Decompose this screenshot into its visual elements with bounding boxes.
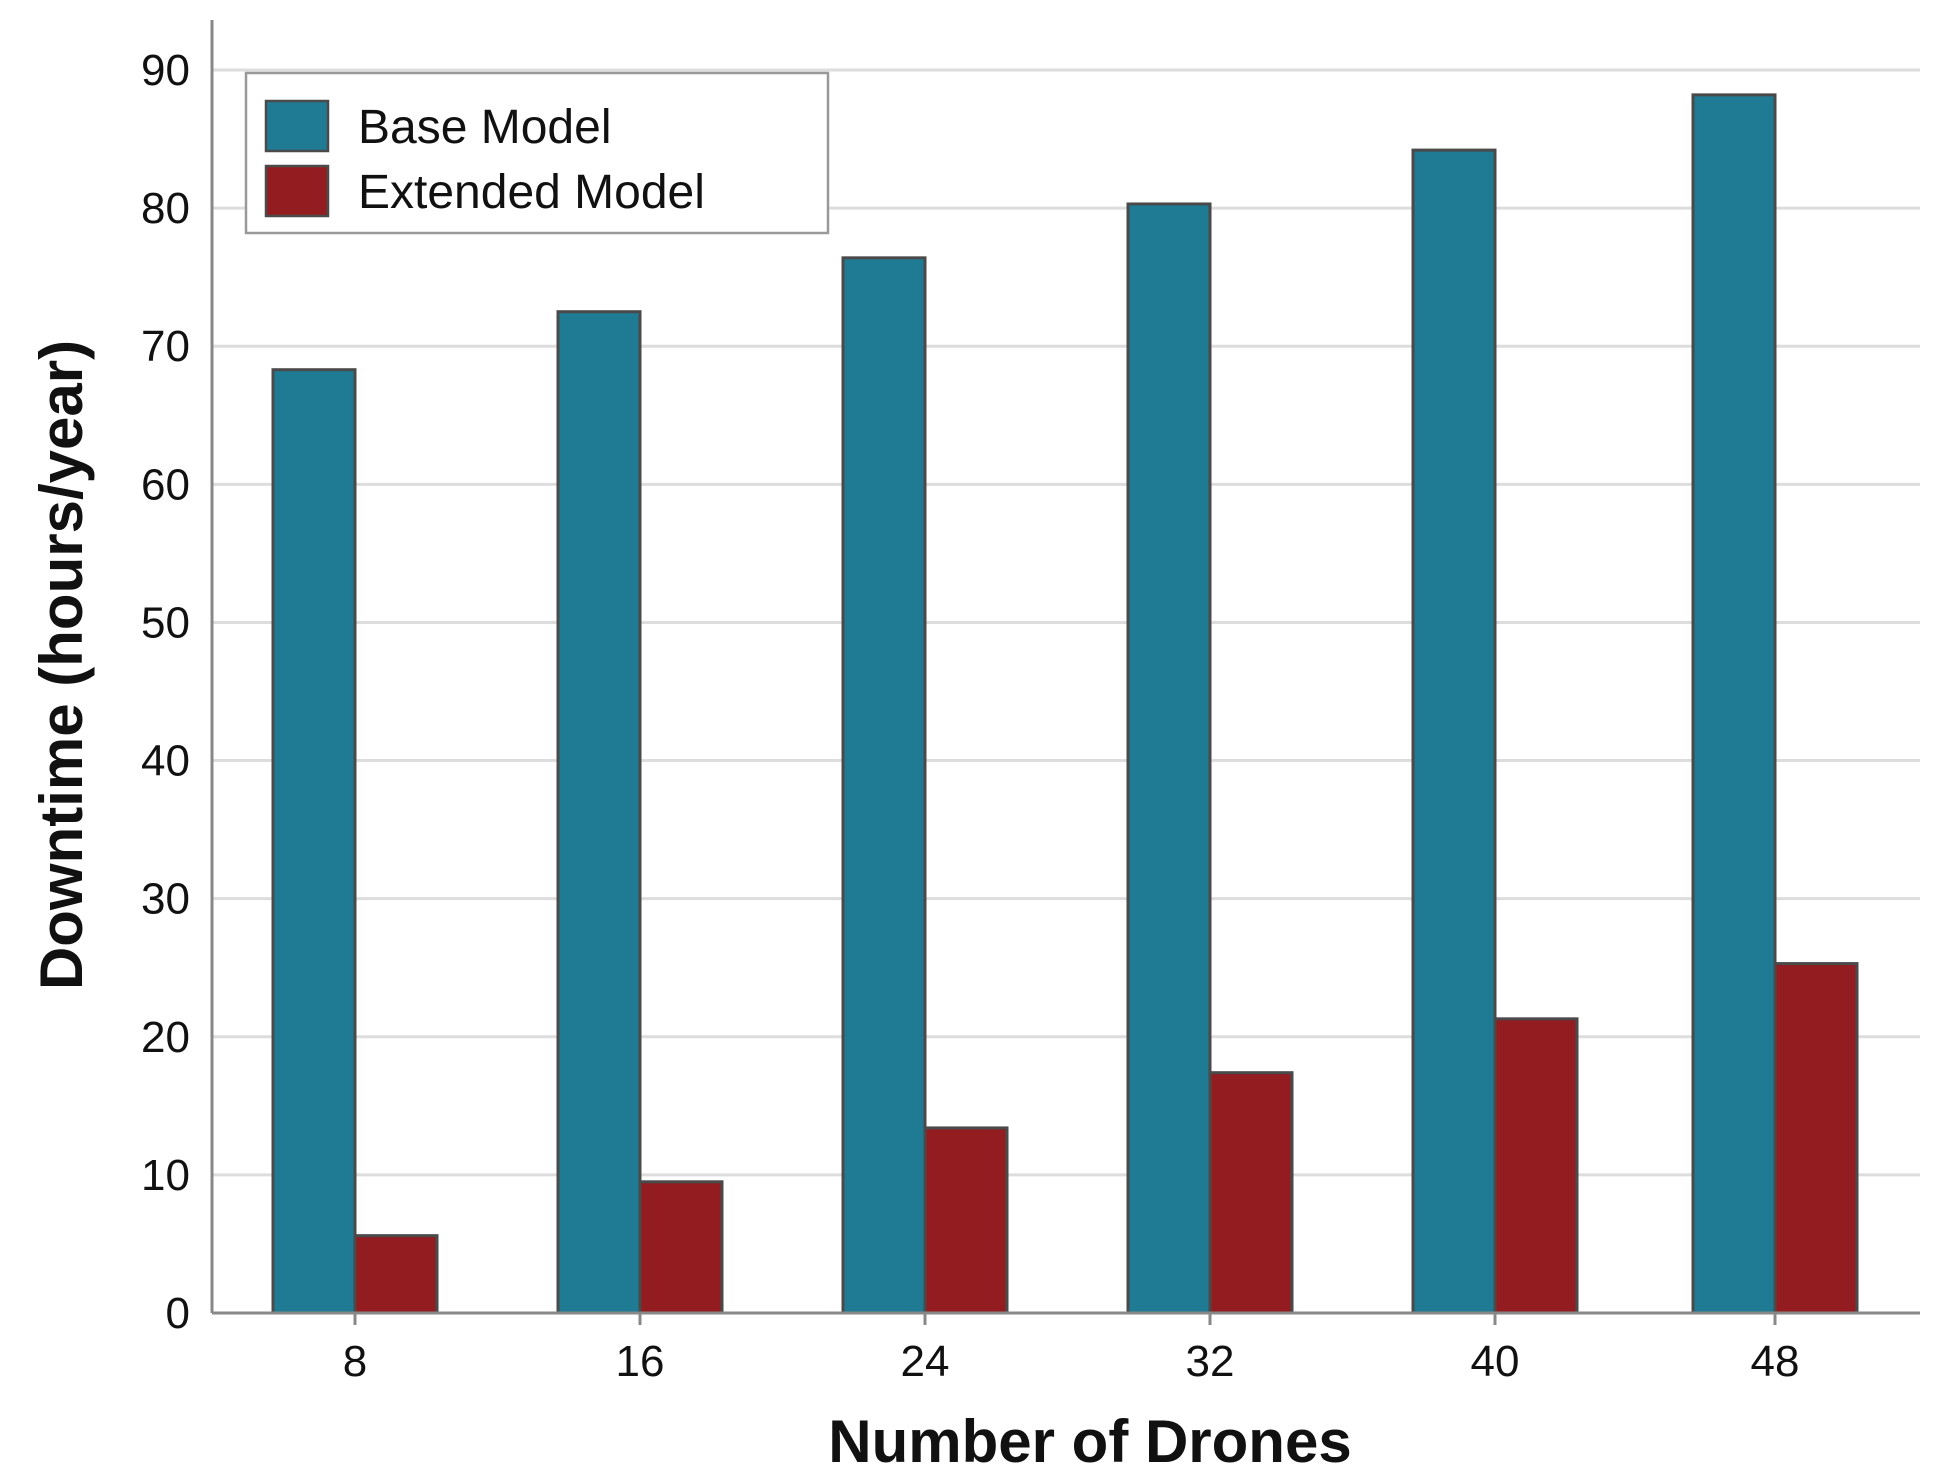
bar-base-model: [1411, 148, 1497, 1315]
y-axis-title: Downtime (hours/year): [28, 340, 95, 990]
ticks-layer: 0 10 20 30 40 50 60 70 80 90 8 16 24 32 40 48: [141, 46, 1799, 1386]
x-tick-label: 40: [1471, 1337, 1520, 1386]
y-tick-label: 80: [141, 184, 190, 233]
axes-layer: [210, 20, 1920, 1325]
y-tick-label: 30: [141, 875, 190, 924]
bar-base-model: [1126, 202, 1212, 1315]
y-tick-label: 0: [166, 1289, 190, 1338]
legend-label-base-model: Base Model: [358, 101, 611, 154]
y-tick-label: 70: [141, 322, 190, 371]
y-tick-label: 50: [141, 598, 190, 647]
x-tick-label: 8: [343, 1337, 367, 1386]
bar-base-model: [556, 310, 642, 1315]
x-axis-title: Number of Drones: [828, 1408, 1351, 1470]
x-tick-label: 48: [1751, 1337, 1800, 1386]
y-tick-label: 10: [141, 1151, 190, 1200]
bar-extended-model: [1773, 962, 1859, 1315]
bar-extended-model: [1493, 1017, 1579, 1315]
legend-label-extended-model: Extended Model: [358, 166, 705, 219]
legend-frame: [244, 71, 830, 235]
y-tick-label: 40: [141, 737, 190, 786]
legend: Base Model Extended Model: [244, 71, 830, 235]
y-tick-label: 90: [141, 46, 190, 95]
y-tick-label: 60: [141, 460, 190, 509]
bars-layer: [271, 93, 1859, 1315]
bar-extended-model: [638, 1180, 724, 1315]
bar-base-model: [271, 368, 357, 1315]
y-tick-label: 20: [141, 1013, 190, 1062]
grid-layer: [212, 68, 1920, 1177]
legend-swatch-extended-model: [264, 164, 330, 218]
bar-extended-model: [1208, 1071, 1294, 1315]
bar-extended-model: [353, 1234, 439, 1315]
bar-base-model: [1691, 93, 1777, 1315]
bar-extended-model: [923, 1126, 1009, 1315]
x-tick-label: 32: [1186, 1337, 1235, 1386]
legend-swatch-base-model: [264, 99, 330, 153]
bar-base-model: [841, 256, 927, 1315]
x-tick-label: 24: [901, 1337, 950, 1386]
x-tick-label: 16: [616, 1337, 665, 1386]
